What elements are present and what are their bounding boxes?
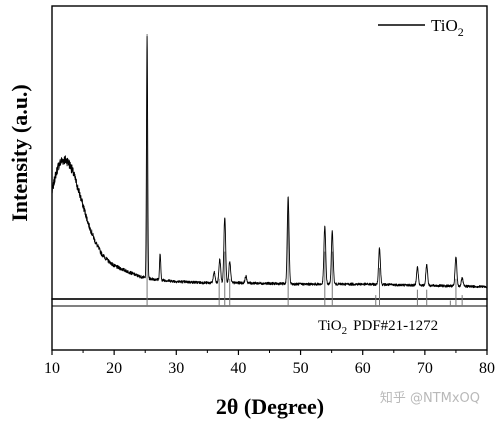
- watermark: 知乎 @NTMxOQ: [379, 391, 480, 406]
- x-tick-label: 40: [230, 360, 246, 377]
- x-axis-title: 2θ (Degree): [216, 394, 324, 419]
- reference-label: TiO2 PDF#21-1272: [318, 318, 438, 337]
- x-axis-tick-labels: 10 20 30 40 50 60 70 80: [44, 360, 495, 377]
- x-tick-label: 10: [44, 360, 60, 377]
- xrd-trace-tio2: [51, 36, 488, 289]
- reference-lines: [146, 34, 463, 306]
- y-axis-title: Intensity (a.u.): [7, 84, 32, 222]
- x-tick-label: 60: [355, 360, 371, 377]
- legend-label-tio2: TiO2: [431, 16, 464, 39]
- x-axis-ticks: [51, 350, 488, 355]
- main-plot-frame: [51, 5, 488, 300]
- x-tick-label: 70: [417, 360, 433, 377]
- x-tick-label: 80: [479, 360, 495, 377]
- x-tick-label: 50: [293, 360, 309, 377]
- x-tick-label: 20: [106, 360, 122, 377]
- x-tick-label: 30: [168, 360, 184, 377]
